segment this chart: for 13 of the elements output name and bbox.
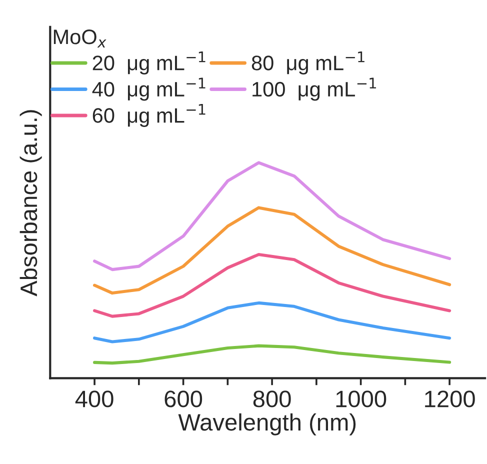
x-tick-label: 1000	[336, 390, 386, 408]
y-axis-title: Absorbance (a.u.)	[20, 110, 42, 296]
legend-title: MoO$_{x}$	[54, 30, 106, 48]
x-tick-label: 600	[164, 390, 202, 408]
x-tick-label: 1200	[425, 390, 475, 408]
legend-label: 20 μg mL$^{−1}$	[92, 52, 206, 74]
x-tick-label: 800	[253, 390, 291, 408]
legend-label: 60 μg mL$^{−1}$	[92, 104, 206, 127]
x-tick-label: 400	[75, 390, 114, 408]
legend-label: 40 μg mL$^{−1}$	[92, 78, 206, 101]
legend-label: 80 μg mL$^{−1}$	[252, 52, 364, 74]
x-axis-title: Wavelength (nm)	[178, 413, 356, 436]
legend-label: 100 μg mL$^{−1}$	[252, 78, 376, 101]
